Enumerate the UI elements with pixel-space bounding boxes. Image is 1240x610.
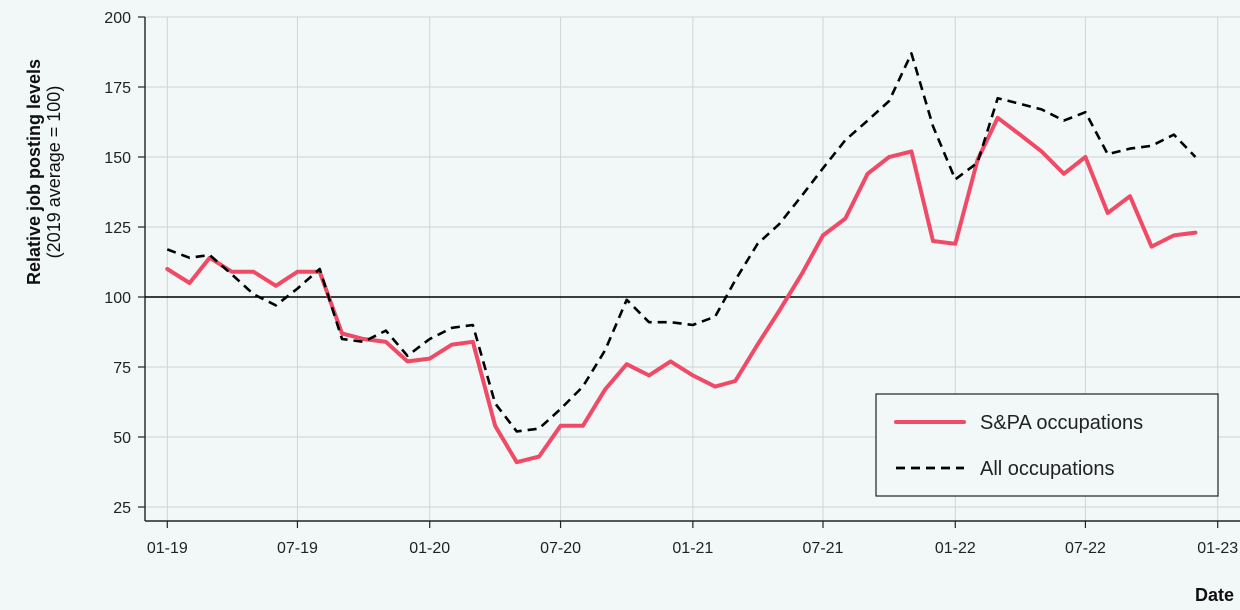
- legend-box: [875, 393, 1219, 497]
- x-tick-label: 01-21: [672, 540, 713, 557]
- x-tick-label: 07-21: [803, 540, 844, 557]
- x-tick-label: 07-19: [277, 540, 318, 557]
- y-tick-label: 50: [113, 430, 131, 447]
- y-tick-label: 200: [104, 10, 131, 27]
- y-tick-label: 100: [104, 290, 131, 307]
- x-axis-title: Date: [1195, 585, 1234, 605]
- axis-titles: Relative job posting levels (2019 average…: [24, 59, 1234, 605]
- series-line-all-occupations: [166, 52, 1197, 433]
- x-tick-label: 01-23: [1197, 540, 1238, 557]
- x-tick-label: 07-22: [1065, 540, 1106, 557]
- x-tick-label: 01-20: [409, 540, 450, 557]
- series: [165, 52, 1198, 465]
- y-axis-subtitle: (2019 average = 100): [44, 86, 64, 259]
- y-tick-label: 150: [104, 150, 131, 167]
- x-tick-label: 07-20: [540, 540, 581, 557]
- y-tick-label: 175: [104, 80, 131, 97]
- x-tick-label: 01-22: [935, 540, 976, 557]
- x-tick-label: 01-19: [147, 540, 188, 557]
- legend-label: All occupations: [980, 458, 1115, 480]
- legend: S&PA occupations All occupations: [875, 393, 1219, 497]
- y-tick-label: 125: [104, 220, 131, 237]
- y-tick-label: 75: [113, 360, 131, 377]
- legend-label: S&PA occupations: [980, 412, 1143, 434]
- axes: 01-19 07-19 01-20 07-20 01-21 07-21 01-22 07-22…: [104, 10, 1240, 557]
- y-axis-title: Relative job posting levels: [24, 59, 44, 285]
- y-tick-label: 25: [113, 500, 131, 517]
